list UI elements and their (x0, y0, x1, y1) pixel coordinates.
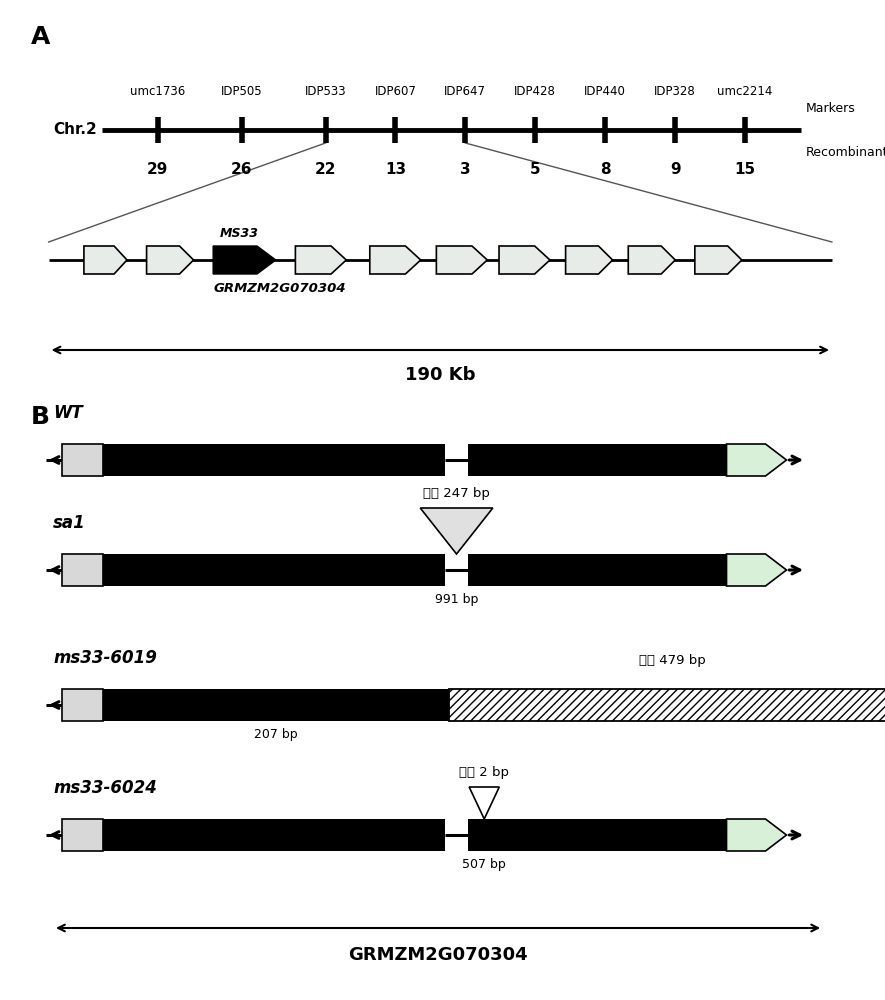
Text: 15: 15 (735, 162, 756, 177)
Text: sa1: sa1 (53, 514, 86, 532)
Bar (104, 444, 445, 476)
Text: 插入 2 bp: 插入 2 bp (459, 766, 509, 779)
Text: 26: 26 (231, 162, 252, 177)
Bar (468, 444, 727, 476)
Bar (62, 689, 104, 721)
Text: IDP607: IDP607 (374, 85, 416, 98)
Bar (62, 554, 104, 586)
Text: 9: 9 (670, 162, 681, 177)
Text: 8: 8 (600, 162, 611, 177)
Text: IDP647: IDP647 (444, 85, 487, 98)
Bar (104, 689, 449, 721)
Polygon shape (420, 508, 493, 554)
Text: 插入 247 bp: 插入 247 bp (423, 487, 490, 500)
Polygon shape (628, 246, 675, 274)
Polygon shape (436, 246, 488, 274)
Bar (449, 689, 885, 721)
Text: B: B (31, 405, 50, 429)
Polygon shape (370, 246, 420, 274)
Text: 5: 5 (530, 162, 541, 177)
Text: 3: 3 (460, 162, 471, 177)
Polygon shape (566, 246, 612, 274)
Text: 缺失 479 bp: 缺失 479 bp (639, 654, 705, 667)
Text: ms33-6024: ms33-6024 (53, 779, 157, 797)
Text: 507 bp: 507 bp (462, 858, 506, 871)
Polygon shape (727, 444, 787, 476)
Text: A: A (31, 25, 50, 49)
Text: GRMZM2G070304: GRMZM2G070304 (349, 946, 527, 964)
Text: MS33: MS33 (219, 227, 258, 240)
Text: Markers: Markers (805, 102, 855, 114)
Text: 991 bp: 991 bp (435, 593, 478, 606)
Text: 22: 22 (315, 162, 336, 177)
Polygon shape (695, 246, 742, 274)
Text: IDP328: IDP328 (654, 85, 696, 98)
Text: umc1736: umc1736 (130, 85, 185, 98)
Bar (468, 554, 727, 586)
Text: IDP505: IDP505 (220, 85, 263, 98)
Text: IDP533: IDP533 (304, 85, 346, 98)
Polygon shape (727, 819, 787, 851)
Text: 207 bp: 207 bp (254, 728, 298, 741)
Polygon shape (727, 554, 787, 586)
Text: 13: 13 (385, 162, 406, 177)
Bar (62, 819, 104, 851)
Text: umc2214: umc2214 (718, 85, 773, 98)
Text: 190 Kb: 190 Kb (405, 366, 475, 384)
Text: ms33-6019: ms33-6019 (53, 649, 157, 667)
Bar (104, 819, 445, 851)
Bar (468, 819, 727, 851)
Text: IDP428: IDP428 (514, 85, 556, 98)
Text: WT: WT (53, 404, 83, 422)
Text: 29: 29 (147, 162, 168, 177)
Text: Recombinants: Recombinants (805, 145, 885, 158)
Text: GRMZM2G070304: GRMZM2G070304 (213, 282, 346, 295)
Text: Chr.2: Chr.2 (54, 122, 97, 137)
Polygon shape (213, 246, 276, 274)
Polygon shape (499, 246, 550, 274)
Polygon shape (469, 787, 499, 819)
Text: IDP440: IDP440 (584, 85, 626, 98)
Polygon shape (147, 246, 194, 274)
Bar (62, 444, 104, 476)
Polygon shape (84, 246, 127, 274)
Polygon shape (296, 246, 346, 274)
Bar (104, 554, 445, 586)
